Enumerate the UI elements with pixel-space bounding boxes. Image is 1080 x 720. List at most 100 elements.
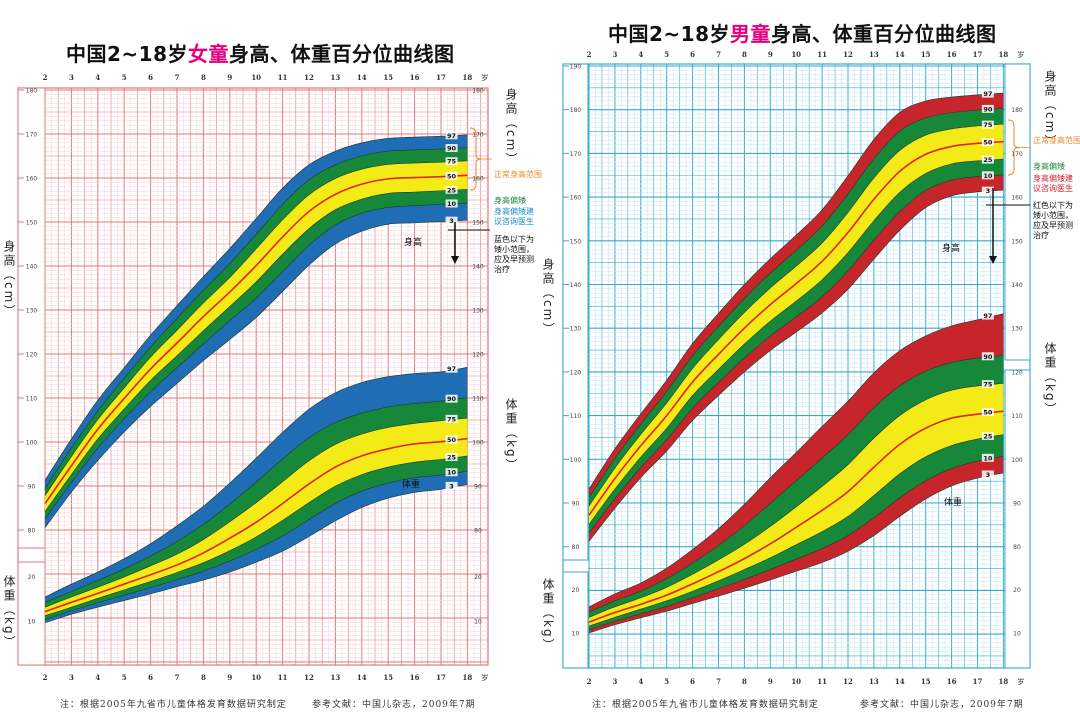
height-percentile-label: 10 <box>983 172 993 180</box>
right-height-tick-label: 130 <box>472 308 484 315</box>
right-height-tick-label: 150 <box>1011 238 1023 245</box>
right-weight-tick-label: 20 <box>1013 587 1021 594</box>
height-tick-label: 180 <box>570 107 582 114</box>
weight-percentile-line-p90 <box>588 355 1004 613</box>
height-percentile-label: 25 <box>983 156 993 164</box>
arrow-head-icon <box>989 256 997 264</box>
percentile-label-box <box>981 171 994 180</box>
height-tick-label: 80 <box>572 544 580 551</box>
age-tick-label: 10 <box>251 673 261 682</box>
weight-percentile-line-p10 <box>44 470 468 620</box>
weight-band-p10-p25 <box>589 434 1004 630</box>
age-tick-label: 7 <box>175 673 180 682</box>
age-tick-label: 15 <box>921 677 931 686</box>
height-percentile-line-p75 <box>588 123 1004 507</box>
title-highlight: 女童 <box>188 42 230 66</box>
girls-note-below: 蓝色以下为矮小范围，应及早预测治疗 <box>494 235 534 274</box>
percentile-label-box <box>445 414 458 423</box>
percentile-label-box <box>445 199 458 208</box>
age-tick-label: 7 <box>716 677 721 686</box>
height-tick-label: 110 <box>570 413 582 420</box>
right-weight-axis-box <box>1004 369 1031 669</box>
weight-percentile-line-p97 <box>44 367 468 598</box>
age-tick-label: 7 <box>175 73 180 82</box>
weight-percentile-line-p97 <box>588 313 1004 608</box>
age-tick-label: 8 <box>201 73 206 82</box>
age-tick-label: 5 <box>122 73 127 82</box>
weight-percentile-label: 97 <box>447 365 456 373</box>
height-percentile-line-p10 <box>44 202 468 520</box>
age-tick-label: 15 <box>921 50 931 59</box>
height-tick-label: 120 <box>26 352 38 359</box>
age-tick-label: 2 <box>587 50 592 59</box>
right-height-tick-label: 160 <box>1011 195 1023 202</box>
age-tick-label: 13 <box>331 73 341 82</box>
age-tick-label: 2 <box>43 73 48 82</box>
weight-percentile-label: 90 <box>447 395 457 403</box>
age-tick-label: 3 <box>612 677 617 686</box>
right-height-tick-label: 160 <box>472 176 484 183</box>
age-tick-label: 11 <box>278 673 288 682</box>
percentile-label-box <box>981 138 994 147</box>
height-tick-label: 120 <box>570 369 582 376</box>
age-tick-label: 6 <box>148 673 153 682</box>
height-axis-box <box>562 63 589 561</box>
age-tick-label: 14 <box>895 677 905 686</box>
age-tick-label: 11 <box>817 677 827 686</box>
percentile-label-box <box>981 470 994 479</box>
weight-tick-label: 20 <box>572 587 580 594</box>
girls-chart-title: 中国2~18岁女童身高、体重百分位曲线图 <box>66 38 455 67</box>
height-tick-label: 100 <box>26 440 38 447</box>
age-tick-label: 7 <box>716 50 721 59</box>
right-height-tick-label: 110 <box>472 396 484 403</box>
girls-note-normal: 正常身高范围 <box>494 170 542 179</box>
height-tick-label: 170 <box>26 132 38 139</box>
height-percentile-line-p97 <box>44 134 468 481</box>
percentile-label-box <box>445 468 458 477</box>
arrow-head-icon <box>451 256 459 264</box>
percentile-label-box <box>981 380 994 389</box>
boys-weight-curve-label: 体重 <box>944 498 963 508</box>
age-tick-label: 16 <box>947 50 957 59</box>
age-unit-label: 岁 <box>1017 677 1024 686</box>
weight-percentile-label: 50 <box>983 409 993 417</box>
right-height-tick-label: 130 <box>1011 326 1023 333</box>
girls-footnote-reference: 参考文献：中国儿杂志，2009年7期 <box>312 700 476 710</box>
age-tick-label: 8 <box>742 50 747 59</box>
weight-percentile-line-p75 <box>588 383 1004 618</box>
percentile-label-box <box>981 311 994 320</box>
weight-band-p75-p90 <box>589 355 1004 618</box>
percentile-label-box <box>445 216 458 225</box>
right-height-tick-label: 100 <box>472 440 484 447</box>
girls-height-curve-label: 身高 <box>404 238 423 248</box>
girls-right-height-axis-label: 身高（cm） <box>504 88 518 167</box>
weight-percentile-label: 3 <box>449 482 454 490</box>
age-tick-label: 11 <box>817 50 827 59</box>
age-tick-label: 4 <box>95 673 100 682</box>
girls-weight-curve-label: 体重 <box>402 480 421 490</box>
percentile-label-box <box>981 352 994 361</box>
age-tick-label: 9 <box>227 73 232 82</box>
weight-percentile-line-p25 <box>588 434 1004 627</box>
weight-percentile-label: 10 <box>447 469 457 477</box>
right-weight-tick-label: 10 <box>474 619 482 626</box>
height-percentile-line-p25 <box>44 189 468 512</box>
percentile-label-box <box>981 186 994 195</box>
age-tick-label: 8 <box>201 673 206 682</box>
weight-band-p50-p75 <box>45 418 468 612</box>
boys-note-below: 红色以下为矮小范围，应及早预测治疗 <box>1033 201 1073 240</box>
weight-percentile-label: 97 <box>983 312 992 320</box>
height-percentile-label: 50 <box>447 172 457 180</box>
age-tick-label: 5 <box>664 677 669 686</box>
weight-band-p25-p50 <box>45 438 468 616</box>
height-percentile-line-p50 <box>44 174 468 505</box>
right-height-tick-label: 90 <box>1013 501 1021 508</box>
age-tick-label: 16 <box>410 673 420 682</box>
age-tick-label: 17 <box>973 677 983 686</box>
height-percentile-label: 3 <box>449 217 454 225</box>
right-height-tick-label: 100 <box>1011 457 1023 464</box>
age-tick-label: 4 <box>638 677 643 686</box>
age-tick-label: 18 <box>999 677 1009 686</box>
girls-note-short: 身高偏矮 <box>494 196 526 205</box>
age-tick-label: 4 <box>638 50 643 59</box>
